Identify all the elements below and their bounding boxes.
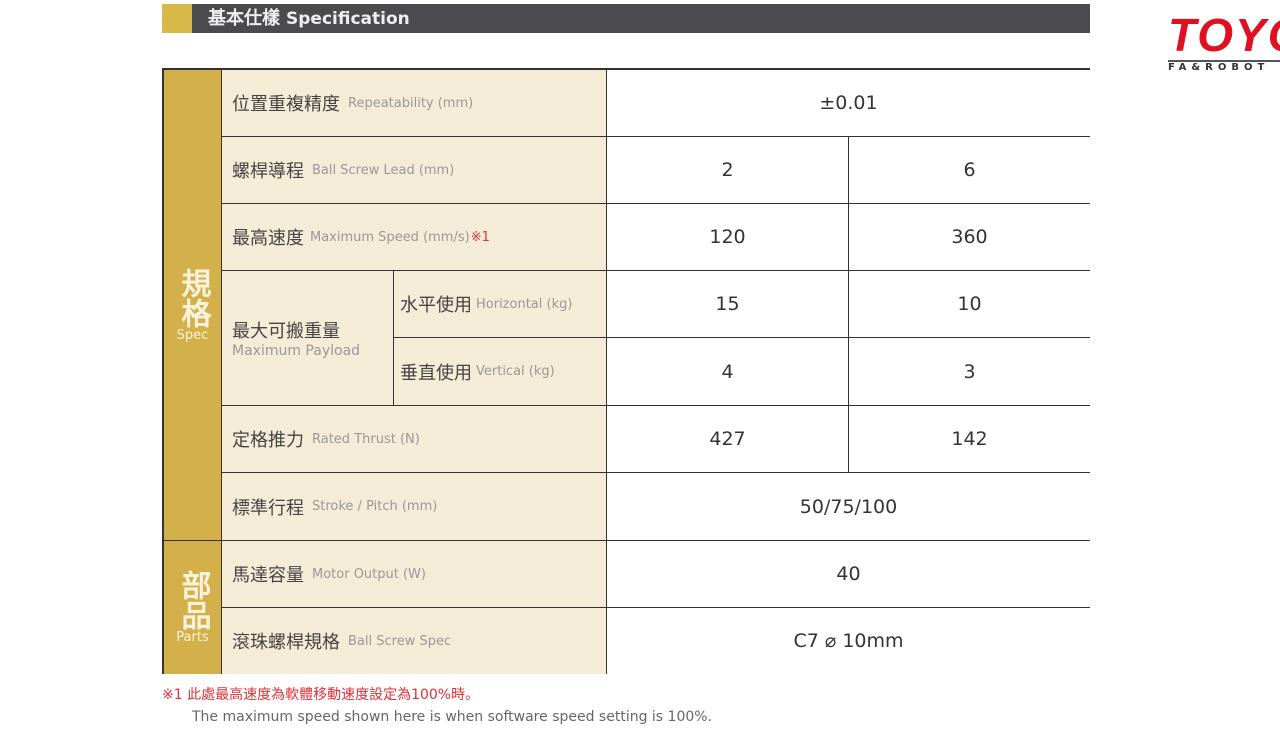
- header-accent: [162, 4, 192, 33]
- spec-table: 規格 Spec 部品 Parts 位置重複精度 Repeatability (mm…: [162, 68, 1090, 674]
- label-zh: 最大可搬重量: [232, 321, 340, 342]
- section-parts-zh: 部品: [175, 570, 211, 630]
- logo-brand: TOYO: [1168, 10, 1280, 61]
- label-zh: 馬達容量: [232, 565, 304, 586]
- value-repeatability: ±0.01: [607, 70, 1090, 137]
- value-lead-1: 2: [607, 137, 849, 204]
- footnote-zh: ※1 此處最高速度為軟體移動速度設定為100%時。: [162, 687, 480, 703]
- row-label-lead: 螺桿導程 Ball Screw Lead (mm): [222, 137, 607, 204]
- value-stroke: 50/75/100: [607, 473, 1090, 541]
- value-vertical-2: 3: [849, 338, 1090, 406]
- label-zh: 位置重複精度: [232, 94, 340, 115]
- label-zh: 標準行程: [232, 497, 304, 519]
- label-en: Ball Screw Lead (mm): [312, 162, 455, 178]
- row-label-thrust: 定格推力 Rated Thrust (N): [222, 406, 607, 473]
- label-zh: 螺桿導程: [232, 161, 304, 182]
- value-thrust-2: 142: [849, 406, 1090, 473]
- label-zh: 垂直使用: [400, 362, 472, 384]
- label-en: Repeatability (mm): [348, 95, 474, 111]
- value-motor: 40: [607, 541, 1090, 608]
- row-label-motor: 馬達容量 Motor Output (W): [222, 541, 607, 608]
- row-label-speed: 最高速度 Maximum Speed (mm/s) ※1: [222, 204, 607, 271]
- value-vertical-1: 4: [607, 338, 849, 406]
- value-horizontal-1: 15: [607, 271, 849, 338]
- section-header: 基本仕樣 Specification: [192, 4, 1090, 33]
- value-horizontal-2: 10: [849, 271, 1090, 338]
- label-en: Motor Output (W): [312, 566, 426, 582]
- header-title-zh: 基本仕樣: [208, 8, 280, 29]
- label-zh: 最高速度: [232, 228, 304, 249]
- row-label-stroke: 標準行程 Stroke / Pitch (mm): [222, 473, 607, 541]
- value-ballscrew: C7 ⌀ 10mm: [607, 608, 1090, 674]
- label-en: Rated Thrust (N): [312, 431, 420, 447]
- value-speed-2: 360: [849, 204, 1090, 271]
- label-en: Ball Screw Spec: [348, 633, 452, 649]
- section-parts-en: Parts: [176, 630, 209, 645]
- label-en: Vertical (kg): [476, 364, 555, 379]
- value-speed-1: 120: [607, 204, 849, 271]
- row-label-horizontal: 水平使用 Horizontal (kg): [394, 271, 607, 338]
- row-label-vertical: 垂直使用 Vertical (kg): [394, 338, 607, 406]
- label-en: Maximum Speed (mm/s): [310, 229, 470, 245]
- footnote-en: The maximum speed shown here is when sof…: [192, 709, 713, 725]
- label-en: Stroke / Pitch (mm): [312, 499, 438, 514]
- section-spec-en: Spec: [176, 327, 209, 343]
- toyo-logo: TOYO FA&ROBOT: [1168, 10, 1280, 80]
- value-thrust-1: 427: [607, 406, 849, 473]
- header-title-en: Specification: [286, 9, 410, 29]
- section-spec: 規格 Spec: [164, 70, 222, 541]
- logo-tagline: FA&ROBOT: [1168, 60, 1280, 74]
- row-label-ballscrew: 滾珠螺桿規格 Ball Screw Spec: [222, 608, 607, 674]
- footnote-mark: ※1: [470, 229, 490, 245]
- label-en: Horizontal (kg): [476, 296, 573, 312]
- section-parts: 部品 Parts: [164, 541, 222, 674]
- row-label-repeatability: 位置重複精度 Repeatability (mm): [222, 70, 607, 137]
- label-zh: 滾珠螺桿規格: [232, 632, 340, 653]
- label-zh: 水平使用: [400, 295, 472, 316]
- row-label-payload: 最大可搬重量 Maximum Payload: [222, 271, 394, 406]
- value-lead-2: 6: [849, 137, 1090, 204]
- section-spec-zh: 規格: [175, 267, 211, 328]
- label-zh: 定格推力: [232, 430, 304, 451]
- label-en: Maximum Payload: [232, 343, 361, 359]
